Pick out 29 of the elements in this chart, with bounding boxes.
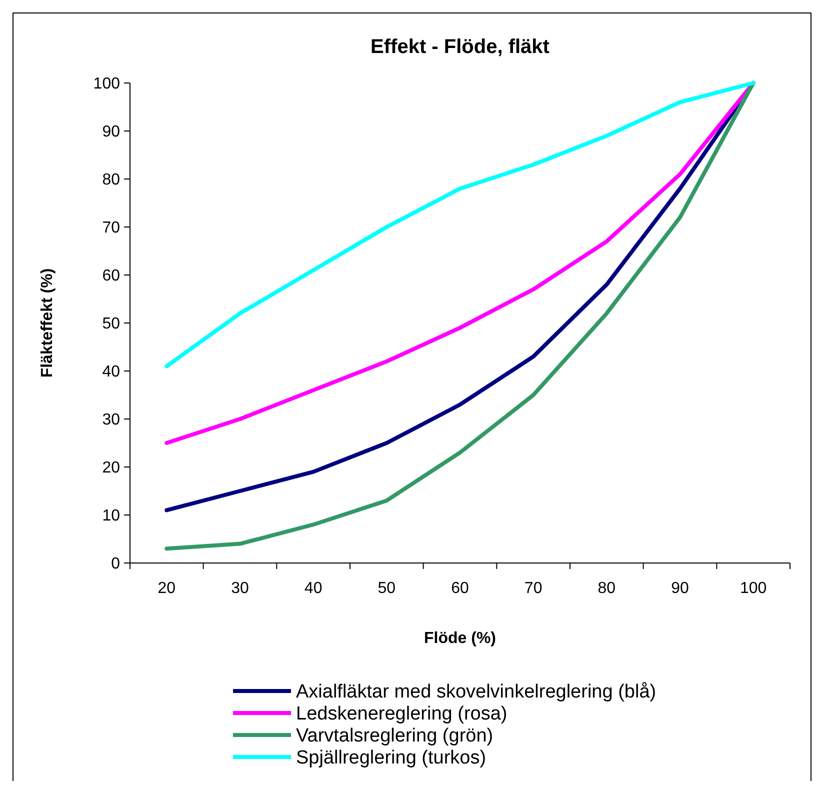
x-tick-label: 30 [231, 580, 249, 597]
line-series [164, 81, 756, 368]
x-tick-label: 40 [304, 580, 322, 597]
y-tick-label: 100 [93, 76, 120, 93]
x-tick-label: 90 [671, 580, 689, 597]
y-tick-label: 0 [111, 556, 120, 573]
y-tick-label: 40 [102, 364, 120, 381]
y-tick-label: 20 [102, 460, 120, 477]
legend-label: Varvtalsreglering (grön) [296, 726, 494, 747]
chart-title: Effekt - Flöde, fläkt [370, 36, 550, 58]
y-axis-title: Fläkteffekt (%) [39, 268, 56, 378]
x-tick-label: 50 [378, 580, 396, 597]
x-tick-label: 60 [451, 580, 469, 597]
legend-label: Axialfläktar med skovelvinkelreglering (blå) [296, 682, 656, 703]
y-tick-label: 80 [102, 172, 120, 189]
y-tick-label: 90 [102, 124, 120, 141]
y-tick-label: 10 [102, 508, 120, 525]
legend-label: Spjällreglering (turkos) [296, 748, 486, 769]
line-series [164, 81, 756, 445]
x-tick-label: 100 [740, 580, 767, 597]
x-tick-label: 80 [598, 580, 616, 597]
x-tick-label: 70 [524, 580, 542, 597]
x-tick-label: 20 [158, 580, 176, 597]
y-tick-label: 30 [102, 412, 120, 429]
y-tick-label: 50 [102, 316, 120, 333]
y-tick-label: 60 [102, 268, 120, 285]
x-axis-title: Flöde (%) [424, 630, 496, 647]
legend-label: Ledskenereglering (rosa) [296, 704, 508, 725]
y-tick-label: 70 [102, 220, 120, 237]
